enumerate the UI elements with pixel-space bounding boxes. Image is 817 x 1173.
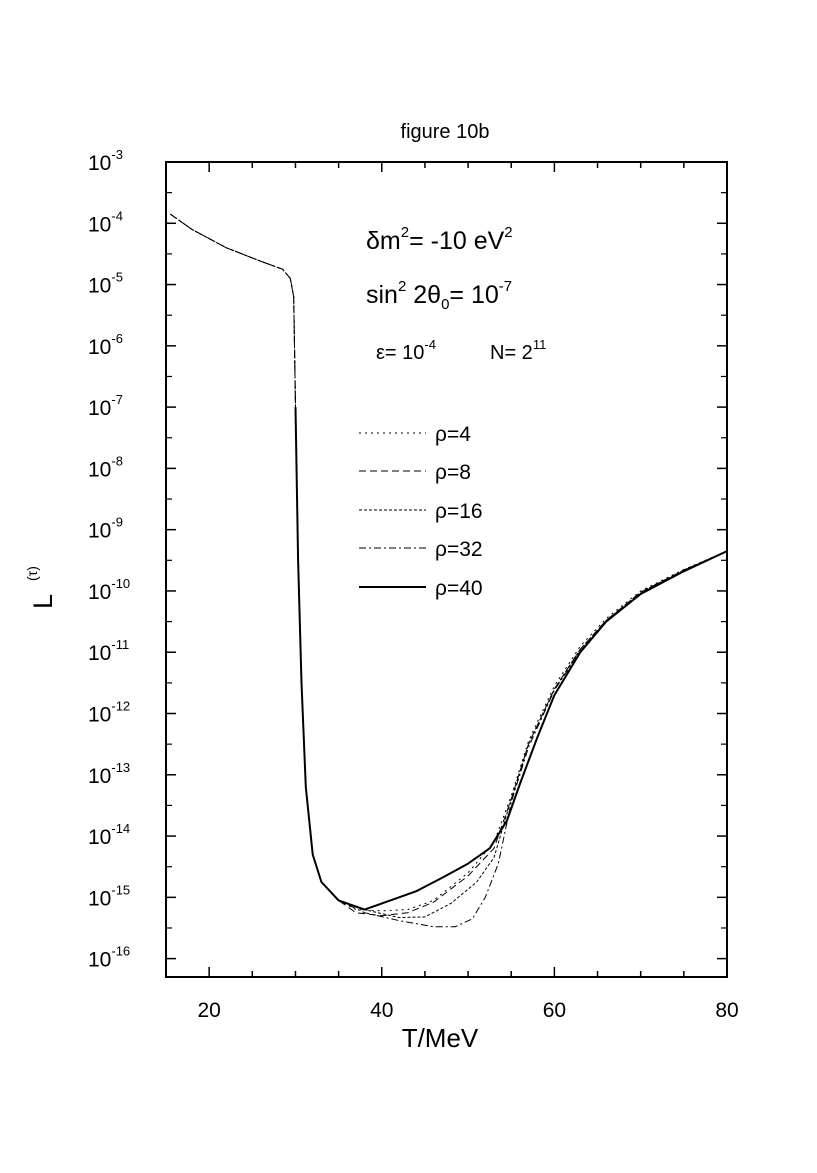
y-axis-label: L (τ) bbox=[24, 566, 58, 609]
series-layer bbox=[170, 213, 728, 928]
y-tick-label: 10-10 bbox=[88, 576, 130, 604]
y-tick-label: 10-13 bbox=[88, 760, 130, 788]
series-line-rho-16 bbox=[170, 213, 728, 919]
svg-text:L: L bbox=[28, 594, 58, 609]
y-tick-label: 10-8 bbox=[88, 453, 123, 481]
x-tick-label: 80 bbox=[715, 999, 738, 1022]
x-tick-label: 60 bbox=[543, 999, 566, 1022]
plot-frame bbox=[165, 161, 728, 978]
axis-ticks bbox=[165, 161, 728, 977]
y-tick-label: 10-5 bbox=[88, 270, 123, 298]
svg-text:(τ): (τ) bbox=[24, 566, 40, 581]
svg-text:ε= 10-4: ε= 10-4 bbox=[376, 337, 436, 364]
y-tick-label: 10-7 bbox=[88, 392, 123, 420]
annotation-delta-m2: δm2= -10 eV2 bbox=[366, 224, 513, 255]
svg-text:δm2= -10 eV2: δm2= -10 eV2 bbox=[366, 224, 513, 255]
x-tick-label: 20 bbox=[197, 999, 220, 1022]
legend-label: ρ=40 bbox=[435, 577, 483, 600]
svg-text:sin2 2θ0= 10-7: sin2 2θ0= 10-7 bbox=[366, 278, 512, 313]
x-tick-label: 40 bbox=[370, 999, 393, 1022]
legend-label: ρ=32 bbox=[435, 538, 483, 561]
legend-label: ρ=4 bbox=[435, 423, 471, 446]
legend-label: ρ=8 bbox=[435, 461, 471, 484]
y-tick-label: 10-16 bbox=[88, 944, 130, 972]
legend: ρ=4 ρ=8 ρ=16 ρ=32 ρ=40 bbox=[359, 423, 483, 600]
y-tick-label: 10-15 bbox=[88, 882, 130, 910]
chart-title: figure 10b bbox=[401, 121, 490, 143]
annotation-epsilon-n: ε= 10-4 N= 211 bbox=[376, 337, 546, 364]
y-tick-label: 10-11 bbox=[88, 637, 129, 665]
svg-text:N= 211: N= 211 bbox=[490, 337, 546, 364]
y-tick-label: 10-4 bbox=[88, 208, 123, 236]
series-line-rho-40 bbox=[294, 407, 728, 911]
y-tick-label: 10-6 bbox=[88, 331, 123, 359]
annotation-mixing-angle: sin2 2θ0= 10-7 bbox=[366, 278, 512, 313]
x-tick-labels: 20 40 60 80 bbox=[197, 999, 738, 1022]
legend-label: ρ=16 bbox=[435, 500, 483, 523]
y-tick-labels: 10-3 10-4 10-5 10-6 10-7 10-8 10-9 10-10 10-11 10… bbox=[88, 147, 130, 972]
y-tick-label: 10-14 bbox=[88, 821, 130, 849]
x-axis-label: T/MeV bbox=[402, 1023, 479, 1053]
series-line-rho-32 bbox=[170, 213, 728, 928]
y-tick-label: 10-9 bbox=[88, 515, 123, 543]
series-line-rho-8 bbox=[170, 213, 728, 917]
series-line-rho-4 bbox=[170, 213, 728, 912]
y-tick-label: 10-12 bbox=[88, 699, 130, 727]
y-tick-label: 10-3 bbox=[88, 147, 123, 175]
